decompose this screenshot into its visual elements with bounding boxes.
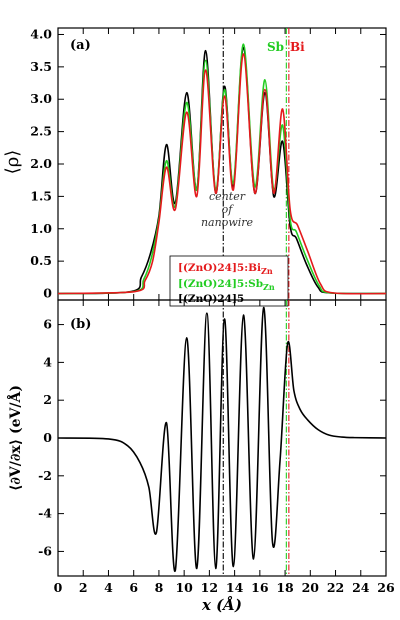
y-tick-label: 4 (43, 354, 52, 369)
y-tick-label: 2.0 (30, 156, 52, 171)
y-tick-label: 0 (43, 430, 52, 445)
y-tick-label: 2 (43, 392, 52, 407)
panel-a-label: (a) (70, 38, 91, 53)
legend-entry-bi: [(ZnO)24]5:BiZn (178, 262, 273, 276)
vline-label-bi: Bi (290, 40, 305, 54)
x-tick-label: 20 (302, 580, 320, 595)
y-tick-label: 6 (43, 317, 52, 332)
x-tick-label: 22 (327, 580, 344, 595)
x-tick-label: 2 (79, 580, 88, 595)
x-tick-label: 14 (226, 580, 244, 595)
legend: [(ZnO)24]5:BiZn [(ZnO)24]5:SbZn [(ZnO)24… (169, 255, 289, 307)
y-tick-label: 4.0 (30, 26, 52, 41)
center-annotation: center of nanowire (201, 190, 254, 229)
y-tick-label: 3.5 (30, 59, 52, 74)
y-tick-label: -6 (38, 543, 52, 558)
panel-a: 00.51.01.52.02.53.03.54.0 (a) ⟨ρ⟩ Sb Bi … (2, 26, 387, 307)
panel-b-frame (57, 299, 387, 577)
y-tick-label: 1.0 (30, 221, 52, 236)
x-tick-label: 10 (175, 580, 193, 595)
x-tick-label: 4 (104, 580, 113, 595)
panel-b-reference-lines (222, 300, 290, 576)
y-tick-label: -2 (38, 468, 52, 483)
vline-label-sb: Sb (267, 40, 284, 54)
legend-entry-sb: [(ZnO)24]5:SbZn (178, 278, 275, 292)
panel-b-label: (b) (70, 317, 91, 332)
x-axis-label: x (Å) (201, 596, 242, 614)
panel-b-series (58, 306, 386, 572)
legend-frame (169, 255, 289, 307)
series-line (58, 53, 386, 295)
panel-a-series (58, 43, 386, 295)
y-tick-label: 0.5 (30, 253, 52, 268)
x-tick-label: 26 (377, 580, 395, 595)
panel-b-ylabel: ⟨∂V/∂x⟩ (eV/Å) (6, 385, 24, 491)
y-tick-label: 1.5 (30, 188, 52, 203)
x-tick-label: 0 (54, 580, 63, 595)
x-tick-label: 8 (155, 580, 164, 595)
legend-entry-pure: [(ZnO)24]5 (178, 293, 244, 305)
annotation-line: nanowire (201, 216, 254, 229)
x-tick-label: 16 (251, 580, 269, 595)
y-tick-label: 2.5 (30, 124, 52, 139)
y-tick-label: 0 (43, 286, 52, 301)
x-tick-label: 12 (201, 580, 218, 595)
x-tick-label: 18 (276, 580, 294, 595)
panel-a-ticks: 0 0.5 1.0 1.5 2.0 2.5 3.0 3.5 4.0 (30, 26, 387, 301)
annotation-line: of (222, 203, 235, 216)
panel-a-ylabel: ⟨ρ⟩ (2, 150, 23, 175)
annotation-line: center (209, 190, 246, 203)
y-tick-label: -4 (38, 506, 52, 521)
series-line (58, 306, 386, 572)
x-tick-label: 24 (352, 580, 370, 595)
x-tick-label: 6 (129, 580, 138, 595)
y-tick-label: 3.0 (30, 91, 52, 106)
